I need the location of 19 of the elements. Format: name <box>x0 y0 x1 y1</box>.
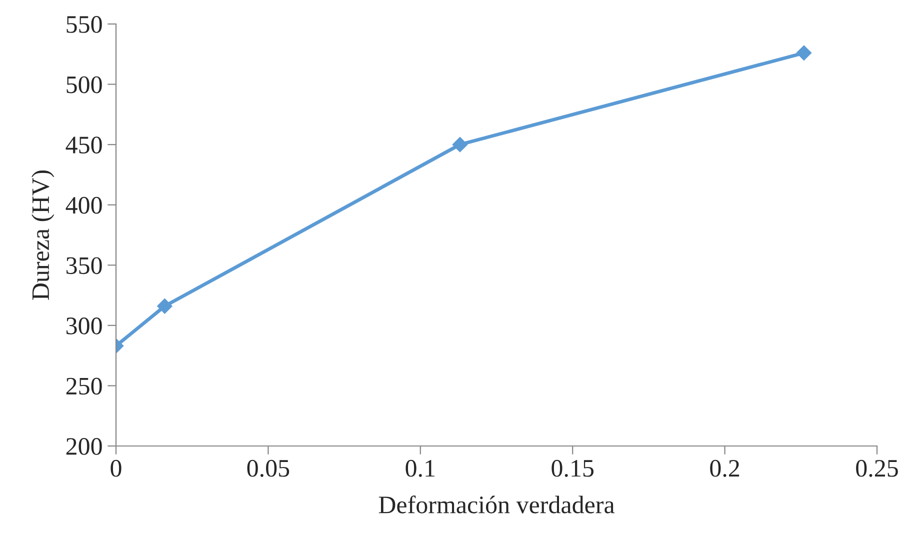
point <box>796 45 812 61</box>
y-tick-label: 550 <box>66 16 102 33</box>
x-tick-label: 0.15 <box>552 460 594 477</box>
x-tick-label: 0 <box>110 460 122 477</box>
y-tick-label: 200 <box>66 438 102 455</box>
x-axis-title: Deformación verdadera <box>378 496 614 514</box>
y-tick-label: 450 <box>66 136 102 154</box>
point <box>157 298 172 314</box>
y-tick-label: 350 <box>66 257 102 274</box>
x-tick-label: 0.05 <box>247 460 290 477</box>
y-tick-label: 300 <box>66 317 102 334</box>
y-axis-title: Dureza (HV) <box>32 170 54 300</box>
y-tick-label: 500 <box>66 76 102 94</box>
x-tick-label: 0.2 <box>710 460 740 477</box>
y-tick-label: 250 <box>66 378 102 395</box>
x-tick-label: 0.1 <box>406 460 435 477</box>
point <box>452 137 468 152</box>
x-tick-label: 0.25 <box>856 460 898 477</box>
y-tick-label: 400 <box>66 196 102 214</box>
